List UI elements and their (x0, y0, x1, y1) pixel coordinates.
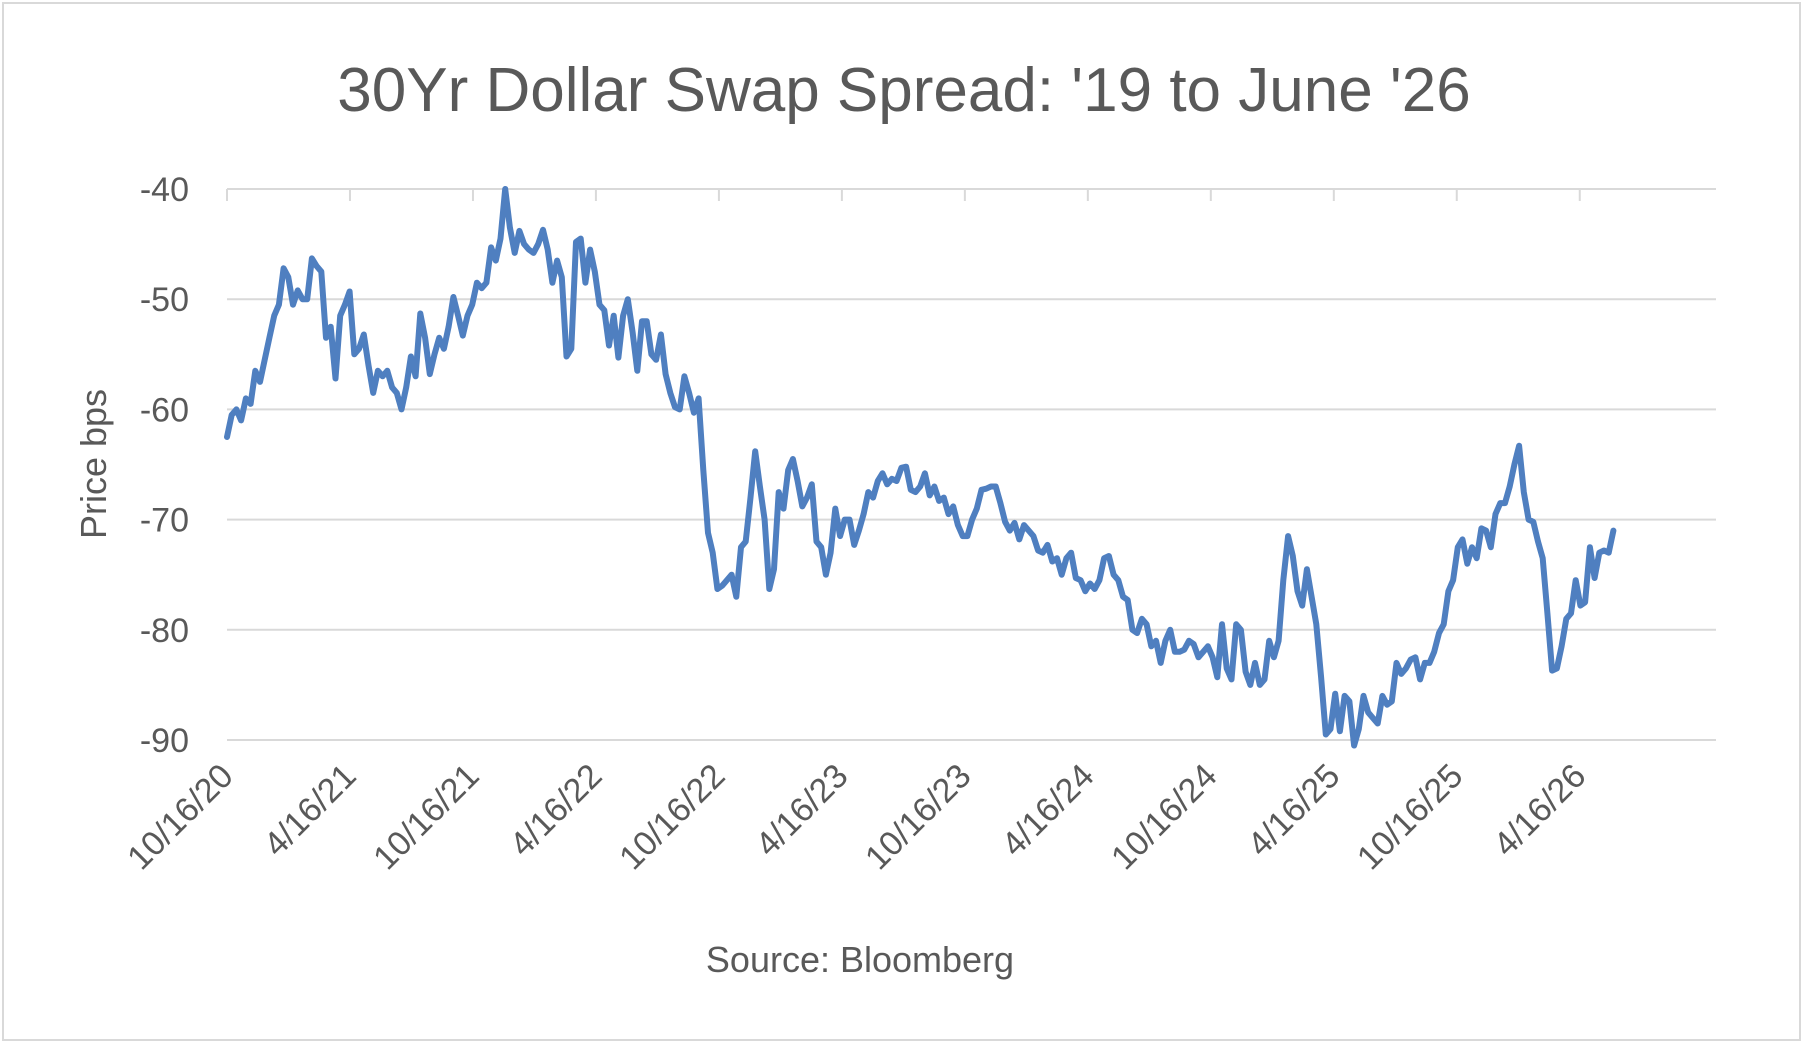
x-tick-label: 10/16/23 (858, 757, 978, 877)
y-tick-label: -40 (140, 171, 189, 209)
line-chart: 30Yr Dollar Swap Spread: '19 to June '26… (73, 56, 1716, 980)
x-tick-label: 10/16/21 (366, 757, 486, 877)
gridlines (227, 188, 1716, 741)
y-axis-title: Price bps (73, 389, 114, 539)
series-layer (224, 186, 1617, 749)
x-tick-label: 4/16/22 (502, 757, 609, 864)
x-tick-label: 10/16/25 (1350, 757, 1470, 877)
series-line (224, 186, 1617, 749)
x-tick-label: 4/16/25 (1240, 757, 1347, 864)
x-tick-label: 10/16/20 (120, 757, 240, 877)
x-tick-label: 4/16/21 (257, 757, 364, 864)
y-tick-label: -60 (140, 391, 189, 429)
x-tick-label: 10/16/24 (1104, 757, 1224, 877)
y-tick-label: -90 (140, 722, 189, 760)
y-axis: -40 -50 -60 -70 -80 -90 (140, 171, 189, 760)
y-tick-label: -80 (140, 612, 189, 650)
x-axis-title: Source: Bloomberg (706, 939, 1014, 980)
y-tick-label: -70 (140, 502, 189, 540)
x-tick-label: 10/16/22 (612, 757, 732, 877)
y-tick-label: -50 (140, 281, 189, 319)
x-tick-label: 4/16/26 (1486, 757, 1593, 864)
x-tick-label: 4/16/24 (994, 757, 1101, 864)
x-tick-label: 4/16/23 (748, 757, 855, 864)
chart-title: 30Yr Dollar Swap Spread: '19 to June '26 (337, 56, 1470, 125)
